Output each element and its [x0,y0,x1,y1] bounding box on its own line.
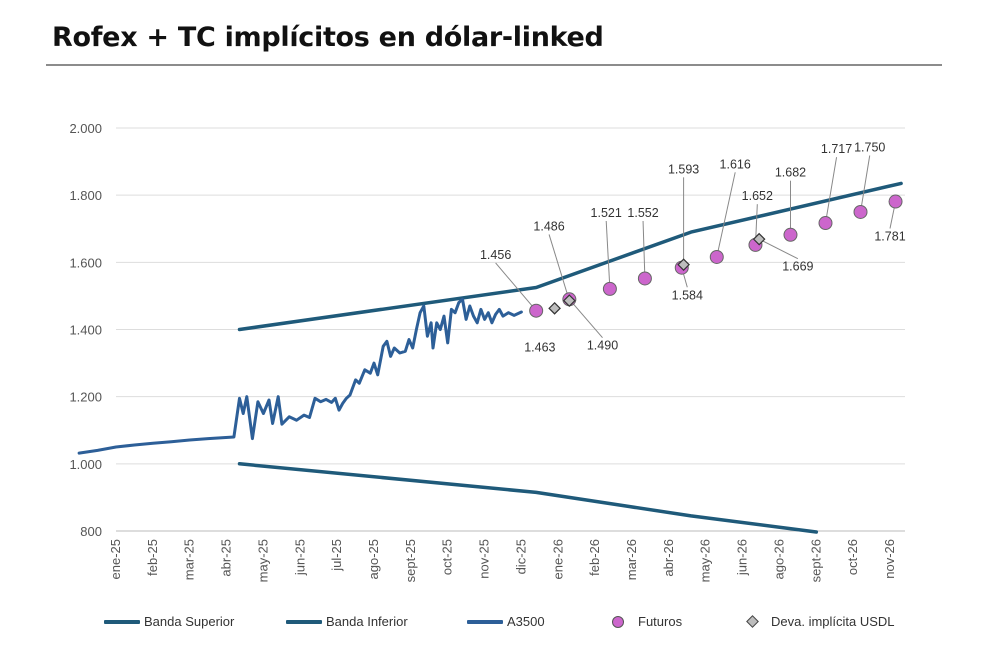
futuros-point [709,249,724,264]
x-tick-label: may-26 [698,539,713,582]
label-leader [568,298,603,338]
series [77,181,903,534]
data-label: 1.593 [668,162,699,176]
data-label: 1.717 [821,142,852,156]
series-line-banda-inferior [237,462,819,534]
futuros-point [853,204,868,219]
x-tick-label: mar-25 [182,539,197,580]
legend-label: Banda Superior [144,614,235,629]
label-leader [495,262,537,312]
legend-label: A3500 [507,614,545,629]
legend-item-banda-superior: Banda Superior [104,614,234,629]
x-tick-label: dic-25 [513,539,528,574]
legend: Banda Superior Banda Inferior A3500 Futu… [0,600,990,640]
series-line-banda-superior [237,181,903,332]
deva-point [677,258,690,272]
x-tick-label: ene-25 [108,539,123,579]
futuros-point [602,281,617,296]
x-tick-label: ago-26 [771,539,786,579]
markers [529,194,903,318]
data-label: 1.669 [782,260,813,274]
chart-title: Rofex + TC implícitos en dólar-linked [52,22,604,53]
series-line-a3500 [77,297,523,455]
data-label: 1.490 [587,339,618,353]
legend-line-icon [286,619,322,624]
futuros-point [818,216,833,231]
data-label: 1.552 [627,206,658,220]
x-tick-label: sept-26 [808,539,823,582]
x-tick-label: abr-26 [661,539,676,577]
data-label: 1.750 [854,141,885,155]
label-leader [716,172,736,258]
data-label: 1.682 [775,166,806,180]
gridlines [116,127,905,532]
x-tick-label: ago-25 [366,539,381,579]
legend-label: Banda Inferior [326,614,408,629]
label-leader [825,157,838,224]
deva-point [548,301,561,315]
x-tick-label: oct-26 [845,539,860,575]
x-tick-label: ene-26 [550,539,565,579]
deva-point [562,294,576,307]
data-label: 1.486 [533,219,564,233]
legend-label: Futuros [638,614,683,629]
legend-circle-icon [612,615,624,628]
futuros-point [888,194,903,209]
y-tick-label: 1.400 [69,323,102,338]
data-label: 1.584 [672,288,703,302]
x-tick-label: abr-25 [219,539,234,577]
chart-plot: 800 1.000 1.200 1.400 1.600 1.800 2.000 ene-25 f… [69,121,906,582]
futuros-point [637,271,652,286]
y-tick-label: 1.800 [69,188,102,203]
x-tick-label: nov-25 [477,539,492,579]
x-tick-label: feb-26 [587,539,602,576]
data-label: 1.463 [524,340,555,354]
y-tick-label: 1.600 [69,255,102,270]
label-leader [548,234,570,301]
y-tick-label: 1.200 [69,390,102,405]
x-tick-label: mar-26 [624,539,639,580]
x-tick-label: feb-25 [145,539,160,576]
y-tick-label: 2.000 [69,121,102,136]
futuros-point [783,227,798,242]
title-divider [46,64,942,66]
label-leader [860,155,871,213]
data-label: 1.652 [742,189,773,203]
data-labels: 1.456 1.463 1.486 1.490 1.521 1.552 1.584 1.593… [480,141,906,355]
x-tick-label: oct-25 [440,539,455,575]
label-leader [642,220,646,279]
legend-diamond-icon [746,615,759,628]
label-leader [605,220,611,289]
data-label: 1.781 [874,230,905,244]
data-label: 1.616 [720,157,751,171]
x-tick-label: nov-26 [882,539,897,579]
legend-label: Deva. implícita USDL [771,614,895,629]
legend-item-a3500: A3500 [467,614,545,629]
data-label: 1.521 [591,206,622,220]
data-label: 1.456 [480,248,511,262]
legend-item-banda-inferior: Banda Inferior [286,614,408,629]
y-tick-label: 1.000 [69,457,102,472]
legend-item-futuros: Futuros [612,614,682,629]
deva-point [752,232,766,246]
y-tick-label: 800 [80,524,102,539]
label-leader [758,238,799,260]
legend-item-deva: Deva. implícita USDL [746,614,895,629]
x-tick-label: sept-25 [403,539,418,582]
x-tick-label: jun-26 [735,539,750,576]
legend-line-icon [467,619,503,624]
axes: 800 1.000 1.200 1.400 1.600 1.800 2.000 ene-25 f… [69,121,905,582]
legend-line-icon [104,619,140,624]
futuros-point [529,303,544,318]
x-tick-label: jun-25 [292,539,307,576]
x-tick-label: jul-25 [329,539,344,572]
x-tick-label: may-25 [255,539,270,582]
